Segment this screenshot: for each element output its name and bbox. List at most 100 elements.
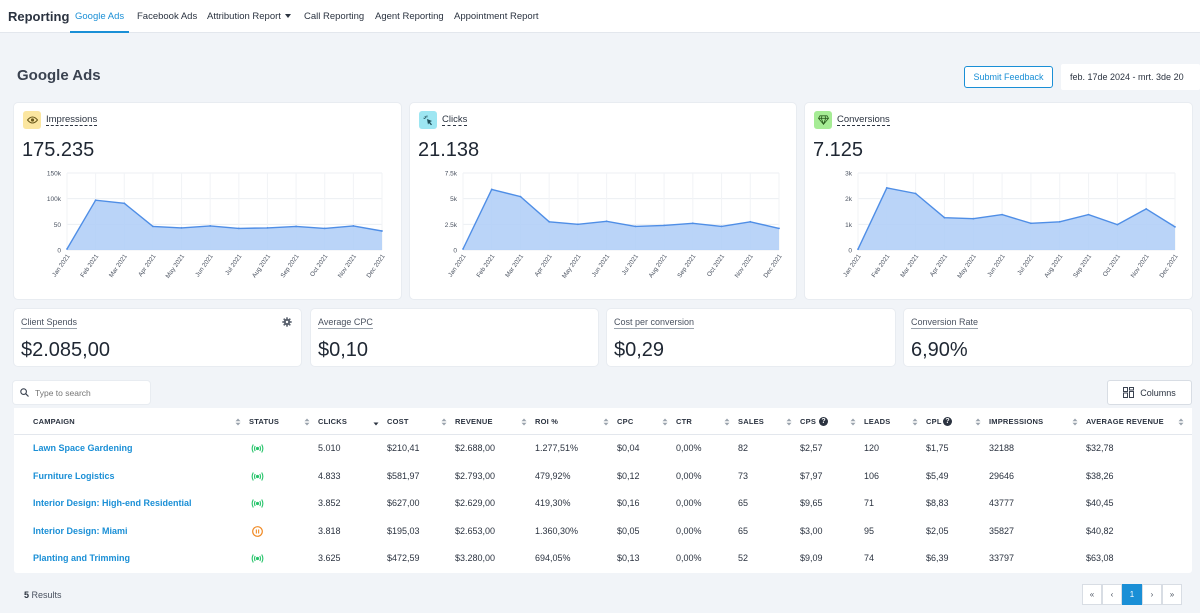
chevron-down-icon	[284, 14, 291, 19]
table-cell-revenue: $2.688,00	[455, 443, 496, 453]
table-cell-ctr: 0,00%	[676, 498, 702, 508]
submit-feedback-button[interactable]: Submit Feedback	[964, 66, 1053, 88]
data-point	[490, 188, 493, 191]
data-point	[914, 192, 917, 195]
sort-icon[interactable]	[975, 418, 981, 426]
first-page-button[interactable]: «	[1082, 584, 1102, 605]
data-point	[323, 227, 326, 230]
table-cell-average-revenue: $32,78	[1086, 443, 1114, 453]
y-tick-label: 0	[57, 248, 61, 255]
page-1-button[interactable]: 1	[1122, 584, 1142, 605]
table-cell-leads: 95	[864, 525, 875, 536]
table-cell-impressions: 35827	[989, 525, 1015, 536]
x-tick-label: Jul 2021	[1016, 253, 1036, 277]
sort-icon[interactable]	[1178, 418, 1184, 426]
search-input[interactable]	[35, 385, 145, 400]
table-cell-sales: 73	[738, 470, 749, 481]
gear-icon[interactable]	[282, 317, 292, 327]
campaign-link[interactable]: Interior Design: Miami	[33, 525, 128, 536]
impressions-chart: 0 50 100k 150k Jan 2021 Feb 2021 Mar 2021 Apr 2…	[47, 171, 387, 280]
sort-icon[interactable]	[786, 418, 792, 426]
sort-icon[interactable]	[724, 418, 730, 426]
average-cpc-card: Average CPC $0,10	[311, 309, 598, 366]
column-header-cpl[interactable]: CPL	[926, 417, 942, 426]
x-tick-label: Nov 2021	[337, 253, 358, 280]
table-cell-sales: 82	[738, 443, 749, 453]
last-page-button[interactable]: »	[1162, 584, 1182, 605]
sort-icon[interactable]	[441, 418, 447, 426]
next-page-button[interactable]: ›	[1142, 584, 1162, 605]
page-title: Google Ads	[17, 67, 101, 84]
tab-facebook-ads[interactable]: Facebook Ads	[137, 11, 198, 22]
x-tick-label: Jan 2021	[447, 253, 468, 279]
tab-appointment-report[interactable]: Appointment Report	[454, 11, 539, 22]
column-header-revenue[interactable]: REVENUE	[455, 417, 493, 426]
impressions-card: Impressions 175.235 0 50 100k 150k Jan 2021 F…	[14, 103, 401, 299]
results-count: 5 Results	[24, 590, 62, 600]
table-cell-revenue: $3.280,00	[455, 553, 496, 563]
y-tick-label: 2.5k	[445, 222, 458, 229]
sort-desc-icon[interactable]	[373, 418, 379, 426]
campaign-link[interactable]: Interior Design: High-end Residential	[33, 498, 192, 508]
table-cell-cpl: $5,49	[926, 470, 949, 481]
table-cell-impressions: 33797	[989, 553, 1015, 563]
data-point	[885, 187, 888, 189]
column-header-status[interactable]: STATUS	[249, 417, 280, 426]
columns-button[interactable]: Columns	[1107, 380, 1192, 405]
cursor-click-icon	[419, 111, 437, 129]
column-header-clicks[interactable]: CLICKS	[318, 417, 348, 426]
tab-call-reporting[interactable]: Call Reporting	[304, 11, 365, 22]
y-tick-label: 3k	[845, 171, 853, 178]
tab-google-ads[interactable]: Google Ads	[70, 0, 130, 33]
table-cell-cps: $2,57	[800, 443, 823, 453]
data-point	[548, 220, 551, 223]
sort-icon[interactable]	[304, 418, 310, 426]
column-header-cost[interactable]: COST	[387, 417, 409, 426]
sort-icon[interactable]	[603, 418, 609, 426]
columns-button-label: Columns	[1140, 387, 1176, 398]
conversions-label[interactable]: Conversions	[837, 114, 890, 126]
date-range-picker[interactable]: feb. 17de 2024 - mrt. 3de 20	[1061, 64, 1200, 90]
x-tick-label: Aug 2021	[648, 253, 669, 280]
x-tick-label: Sep 2021	[1072, 253, 1093, 280]
column-header-impressions[interactable]: IMPRESSIONS	[989, 417, 1044, 426]
prev-page-button[interactable]: ‹	[1102, 584, 1122, 605]
column-header-roi[interactable]: ROI %	[535, 417, 559, 426]
column-header-campaign[interactable]: CAMPAIGN	[33, 417, 75, 426]
sort-icon[interactable]	[1072, 418, 1078, 426]
x-tick-label: Dec 2021	[365, 253, 386, 280]
data-point	[605, 220, 608, 223]
clicks-label[interactable]: Clicks	[442, 114, 468, 126]
column-header-average-revenue[interactable]: AVERAGE REVENUE	[1086, 417, 1164, 426]
table-cell-cps: $9,65	[800, 498, 823, 508]
data-point	[123, 202, 126, 205]
campaign-link[interactable]: Planting and Trimming	[33, 553, 131, 563]
help-icon[interactable]: ?	[943, 417, 952, 426]
table-row: Interior Design: High-end Residential 3.8…	[14, 490, 1192, 518]
sort-icon[interactable]	[235, 418, 241, 426]
x-tick-label: Jul 2021	[224, 253, 244, 277]
y-tick-label: 150k	[47, 171, 62, 178]
table-cell-leads: 120	[864, 443, 880, 453]
sort-icon[interactable]	[521, 418, 527, 426]
help-icon[interactable]: ?	[819, 417, 828, 426]
table-cell-leads: 74	[864, 553, 875, 563]
data-point	[943, 216, 946, 219]
data-point	[972, 217, 975, 220]
x-tick-label: Mar 2021	[108, 253, 129, 279]
tab-agent-reporting[interactable]: Agent Reporting	[375, 11, 444, 22]
column-header-sales[interactable]: SALES	[738, 417, 765, 426]
tab-attribution-report[interactable]: Attribution Report	[207, 0, 291, 33]
sort-icon[interactable]	[850, 418, 856, 426]
table-cell-revenue: $2.653,00	[455, 525, 496, 536]
table-cell-revenue: $2.629,00	[455, 498, 496, 508]
campaign-link[interactable]: Furniture Logistics	[33, 470, 115, 481]
sort-icon[interactable]	[912, 418, 918, 426]
column-header-leads[interactable]: LEADS	[864, 417, 891, 426]
sort-icon[interactable]	[662, 418, 668, 426]
column-header-ctr[interactable]: CTR	[676, 417, 693, 426]
campaign-link[interactable]: Lawn Space Gardening	[33, 443, 133, 453]
impressions-label[interactable]: Impressions	[46, 114, 98, 126]
column-header-cps[interactable]: CPS	[800, 417, 817, 426]
column-header-cpc[interactable]: CPC	[617, 417, 634, 426]
